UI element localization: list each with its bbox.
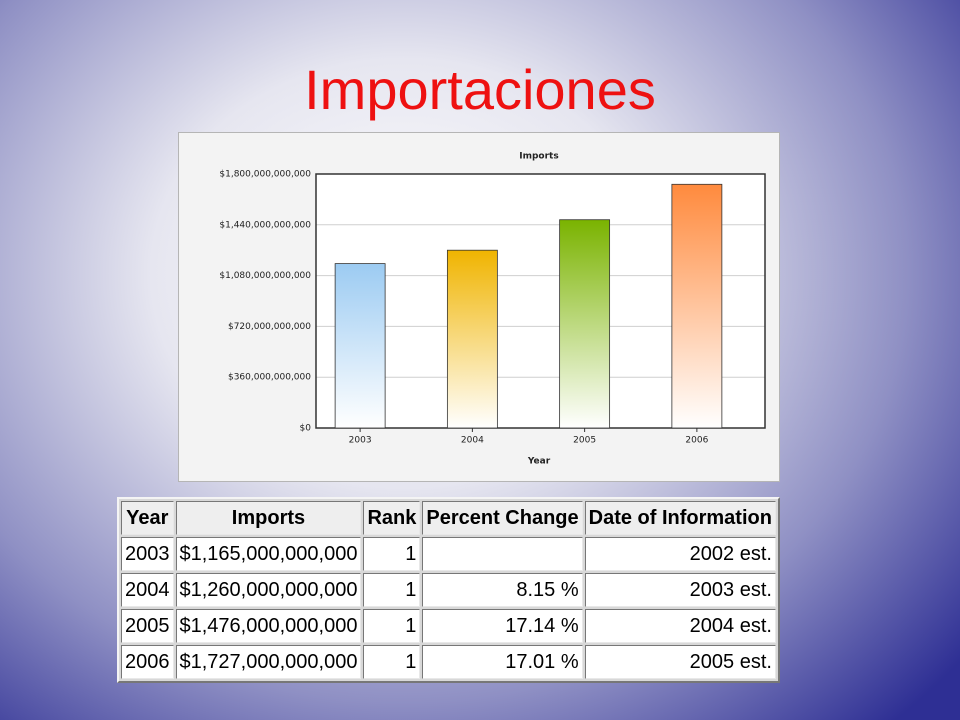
chart: Imports Year $0 $360,000,000,000 $720,000,… [178,132,780,482]
table-cell: 17.14 % [422,609,583,643]
x-tick-label: 2004 [461,436,484,446]
table-cell: $1,476,000,000,000 [175,609,362,643]
header-cell: Percent Change [422,501,583,535]
table-cell: $1,165,000,000,000 [175,537,362,571]
table-row: 2003 $1,165,000,000,000 1 2002 est. [121,537,776,571]
table-cell: 1 [363,645,421,679]
plot-border [315,173,766,429]
bar [334,263,386,429]
table-cell: 2003 [121,537,174,571]
y-tick-label: $360,000,000,000 [228,373,311,383]
table-cell: 1 [363,573,421,607]
table-cell: 1 [363,609,421,643]
table-cell: 2004 [121,573,174,607]
table-cell: 17.01 % [422,645,583,679]
header-cell: Rank [363,501,421,535]
table-cell: 2003 est. [584,573,776,607]
bar [446,249,498,429]
table-cell: 8.15 % [422,573,583,607]
data-table: Year Imports Rank Percent Change Date of Inf… [117,497,780,683]
table-cell: $1,260,000,000,000 [175,573,362,607]
header-row: Year Imports Rank Percent Change Date of Inf… [121,501,776,535]
x-tick-label: 2003 [349,436,372,446]
y-tick-label: $0 [300,424,312,434]
x-tick-label: 2005 [573,436,596,446]
header-cell: Imports [175,501,362,535]
table-cell: $1,727,000,000,000 [175,645,362,679]
table-cell: 2005 [121,609,174,643]
table-cell: 2005 est. [584,645,776,679]
header-cell: Year [121,501,174,535]
table-cell: 2004 est. [584,609,776,643]
bar [671,183,723,429]
y-tick-label: $1,440,000,000,000 [219,220,311,230]
header-cell: Date of Information [584,501,776,535]
table-cell: 2002 est. [584,537,776,571]
table-cell: 2006 [121,645,174,679]
table-row: 2005 $1,476,000,000,000 1 17.14 % 2004 est. [121,609,776,643]
y-tick-label: $720,000,000,000 [228,322,311,332]
bar [559,219,611,429]
slide-title: Importaciones [304,58,656,121]
table-row: 2006 $1,727,000,000,000 1 17.01 % 2005 est. [121,645,776,679]
y-tick-label: $1,080,000,000,000 [219,271,311,281]
chart-title: Imports [519,152,558,162]
y-tick-label: $1,800,000,000,000 [219,170,311,180]
x-tick-label: 2006 [685,436,708,446]
table-cell: 1 [363,537,421,571]
x-axis-label: Year [527,457,551,467]
table-row: 2004 $1,260,000,000,000 1 8.15 % 2003 est. [121,573,776,607]
table-cell [422,537,583,571]
